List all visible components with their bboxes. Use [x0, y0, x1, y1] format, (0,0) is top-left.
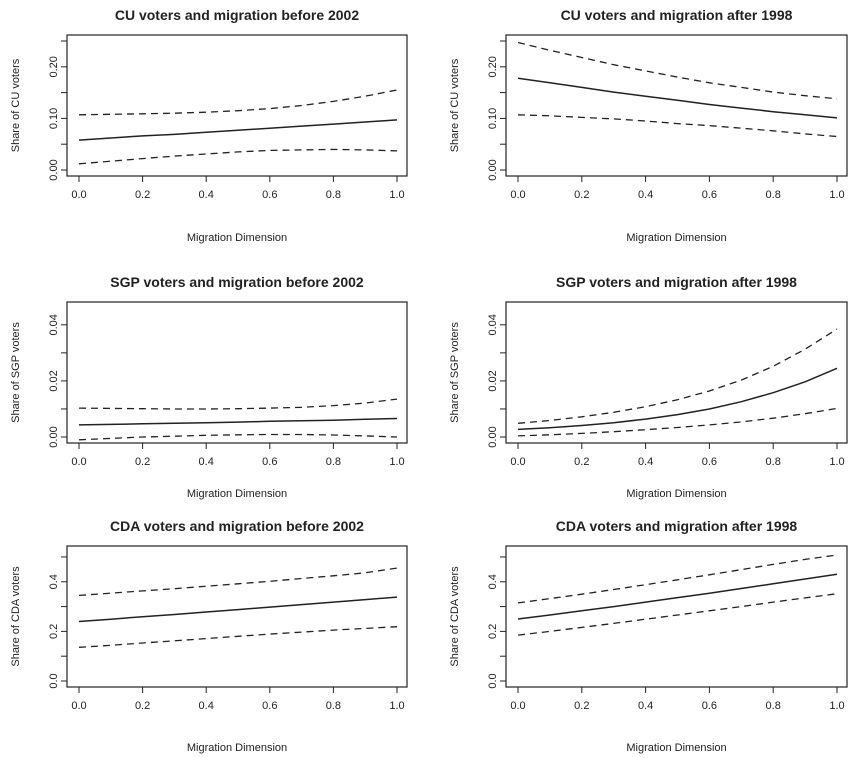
- x-tick-label: 0.4: [638, 700, 653, 712]
- x-tick-label: 0.2: [135, 700, 150, 712]
- y-tick-label: 0.0: [48, 673, 60, 688]
- fitted-line: [78, 596, 398, 623]
- x-tick-label: 1.0: [829, 456, 844, 468]
- x-tick-label: 0.2: [574, 700, 589, 712]
- y-tick-label: 0.00: [48, 426, 60, 447]
- x-tick-label: 0.8: [766, 189, 781, 201]
- y-tick-label: 0.04: [48, 314, 60, 335]
- y-tick-label: 0.04: [487, 314, 499, 335]
- x-axis-label: Migration Dimension: [187, 232, 287, 244]
- y-tick-label: 0.4: [487, 574, 499, 589]
- x-tick-label: 1.0: [389, 456, 404, 468]
- y-tick-label: 0.2: [48, 624, 60, 639]
- chart-title: CDA voters and migration after 1998: [556, 518, 798, 534]
- plot-frame: [505, 545, 848, 688]
- y-tick-label: 0.20: [487, 56, 499, 77]
- confidence-band-line: [517, 41, 838, 100]
- x-tick-label: 0.6: [262, 189, 277, 201]
- x-tick-label: 0.8: [326, 700, 341, 712]
- chart-title: CU voters and migration after 1998: [561, 7, 793, 23]
- plot-frame: [66, 301, 408, 444]
- x-axis-label: Migration Dimension: [187, 488, 287, 500]
- y-tick-label: 0.00: [487, 426, 499, 447]
- x-tick-label: 1.0: [389, 700, 404, 712]
- x-tick-label: 0.4: [199, 189, 214, 201]
- y-axis-label: Share of CU voters: [449, 58, 461, 152]
- x-tick-label: 0.0: [71, 189, 86, 201]
- y-tick-label: 0.20: [48, 56, 60, 77]
- confidence-band-line: [78, 89, 398, 116]
- x-tick-label: 0.2: [135, 456, 150, 468]
- x-tick-label: 0.4: [638, 189, 653, 201]
- fitted-line: [517, 367, 838, 431]
- chart-title: SGP voters and migration after 1998: [556, 274, 797, 290]
- x-tick-label: 0.4: [199, 700, 214, 712]
- confidence-band-line: [517, 407, 838, 437]
- x-tick-label: 0.4: [199, 456, 214, 468]
- y-axis-label: Share of SGP voters: [449, 322, 461, 423]
- plot-frame: [505, 34, 848, 177]
- x-tick-label: 0.0: [510, 456, 525, 468]
- y-axis-label: Share of CDA voters: [10, 566, 22, 667]
- y-tick-label: 0.0: [487, 673, 499, 688]
- x-tick-label: 0.0: [510, 700, 525, 712]
- x-axis-label: Migration Dimension: [626, 232, 726, 244]
- x-tick-label: 0.2: [135, 189, 150, 201]
- x-tick-label: 0.2: [574, 456, 589, 468]
- x-axis-label: Migration Dimension: [187, 742, 287, 754]
- x-tick-label: 0.6: [702, 700, 717, 712]
- x-tick-label: 0.0: [71, 456, 86, 468]
- x-tick-label: 0.8: [766, 700, 781, 712]
- confidence-band-line: [78, 567, 398, 597]
- x-tick-label: 0.6: [262, 700, 277, 712]
- confidence-band-line: [78, 626, 398, 648]
- confidence-band-line: [78, 398, 398, 410]
- confidence-band-line: [78, 148, 398, 165]
- y-axis-label: Share of CU voters: [10, 58, 22, 152]
- y-axis-label: Share of CDA voters: [449, 566, 461, 667]
- x-tick-label: 0.8: [766, 456, 781, 468]
- plot-frame: [505, 301, 848, 444]
- x-tick-label: 1.0: [829, 700, 844, 712]
- plot-frame: [66, 34, 408, 177]
- fitted-line: [517, 573, 838, 620]
- y-tick-label: 0.10: [48, 108, 60, 129]
- y-tick-label: 0.10: [487, 108, 499, 129]
- plot-frame: [66, 545, 408, 688]
- chart-title: SGP voters and migration before 2002: [110, 274, 364, 290]
- y-tick-label: 0.00: [487, 159, 499, 180]
- x-tick-label: 0.6: [262, 456, 277, 468]
- y-tick-label: 0.02: [487, 370, 499, 391]
- confidence-band-line: [517, 554, 838, 604]
- y-tick-label: 0.02: [48, 370, 60, 391]
- confidence-band-line: [78, 433, 398, 441]
- x-tick-label: 0.4: [638, 456, 653, 468]
- x-tick-label: 0.0: [510, 189, 525, 201]
- y-tick-label: 0.4: [48, 574, 60, 589]
- y-tick-label: 0.2: [487, 624, 499, 639]
- x-tick-label: 0.8: [326, 456, 341, 468]
- x-tick-label: 1.0: [829, 189, 844, 201]
- x-tick-label: 0.0: [71, 700, 86, 712]
- x-axis-label: Migration Dimension: [626, 488, 726, 500]
- y-tick-label: 0.00: [48, 159, 60, 180]
- confidence-band-line: [517, 114, 838, 138]
- confidence-band-line: [517, 328, 838, 424]
- chart-title: CU voters and migration before 2002: [115, 7, 360, 23]
- confidence-band-line: [517, 593, 838, 636]
- fitted-line: [78, 119, 398, 141]
- chart-title: CDA voters and migration before 2002: [110, 518, 364, 534]
- x-tick-label: 0.2: [574, 189, 589, 201]
- x-tick-label: 0.6: [702, 189, 717, 201]
- x-axis-label: Migration Dimension: [626, 742, 726, 754]
- fitted-line: [78, 417, 398, 426]
- y-axis-label: Share of SGP voters: [10, 322, 22, 423]
- fitted-line: [517, 77, 838, 119]
- x-tick-label: 1.0: [389, 189, 404, 201]
- x-tick-label: 0.6: [702, 456, 717, 468]
- x-tick-label: 0.8: [326, 189, 341, 201]
